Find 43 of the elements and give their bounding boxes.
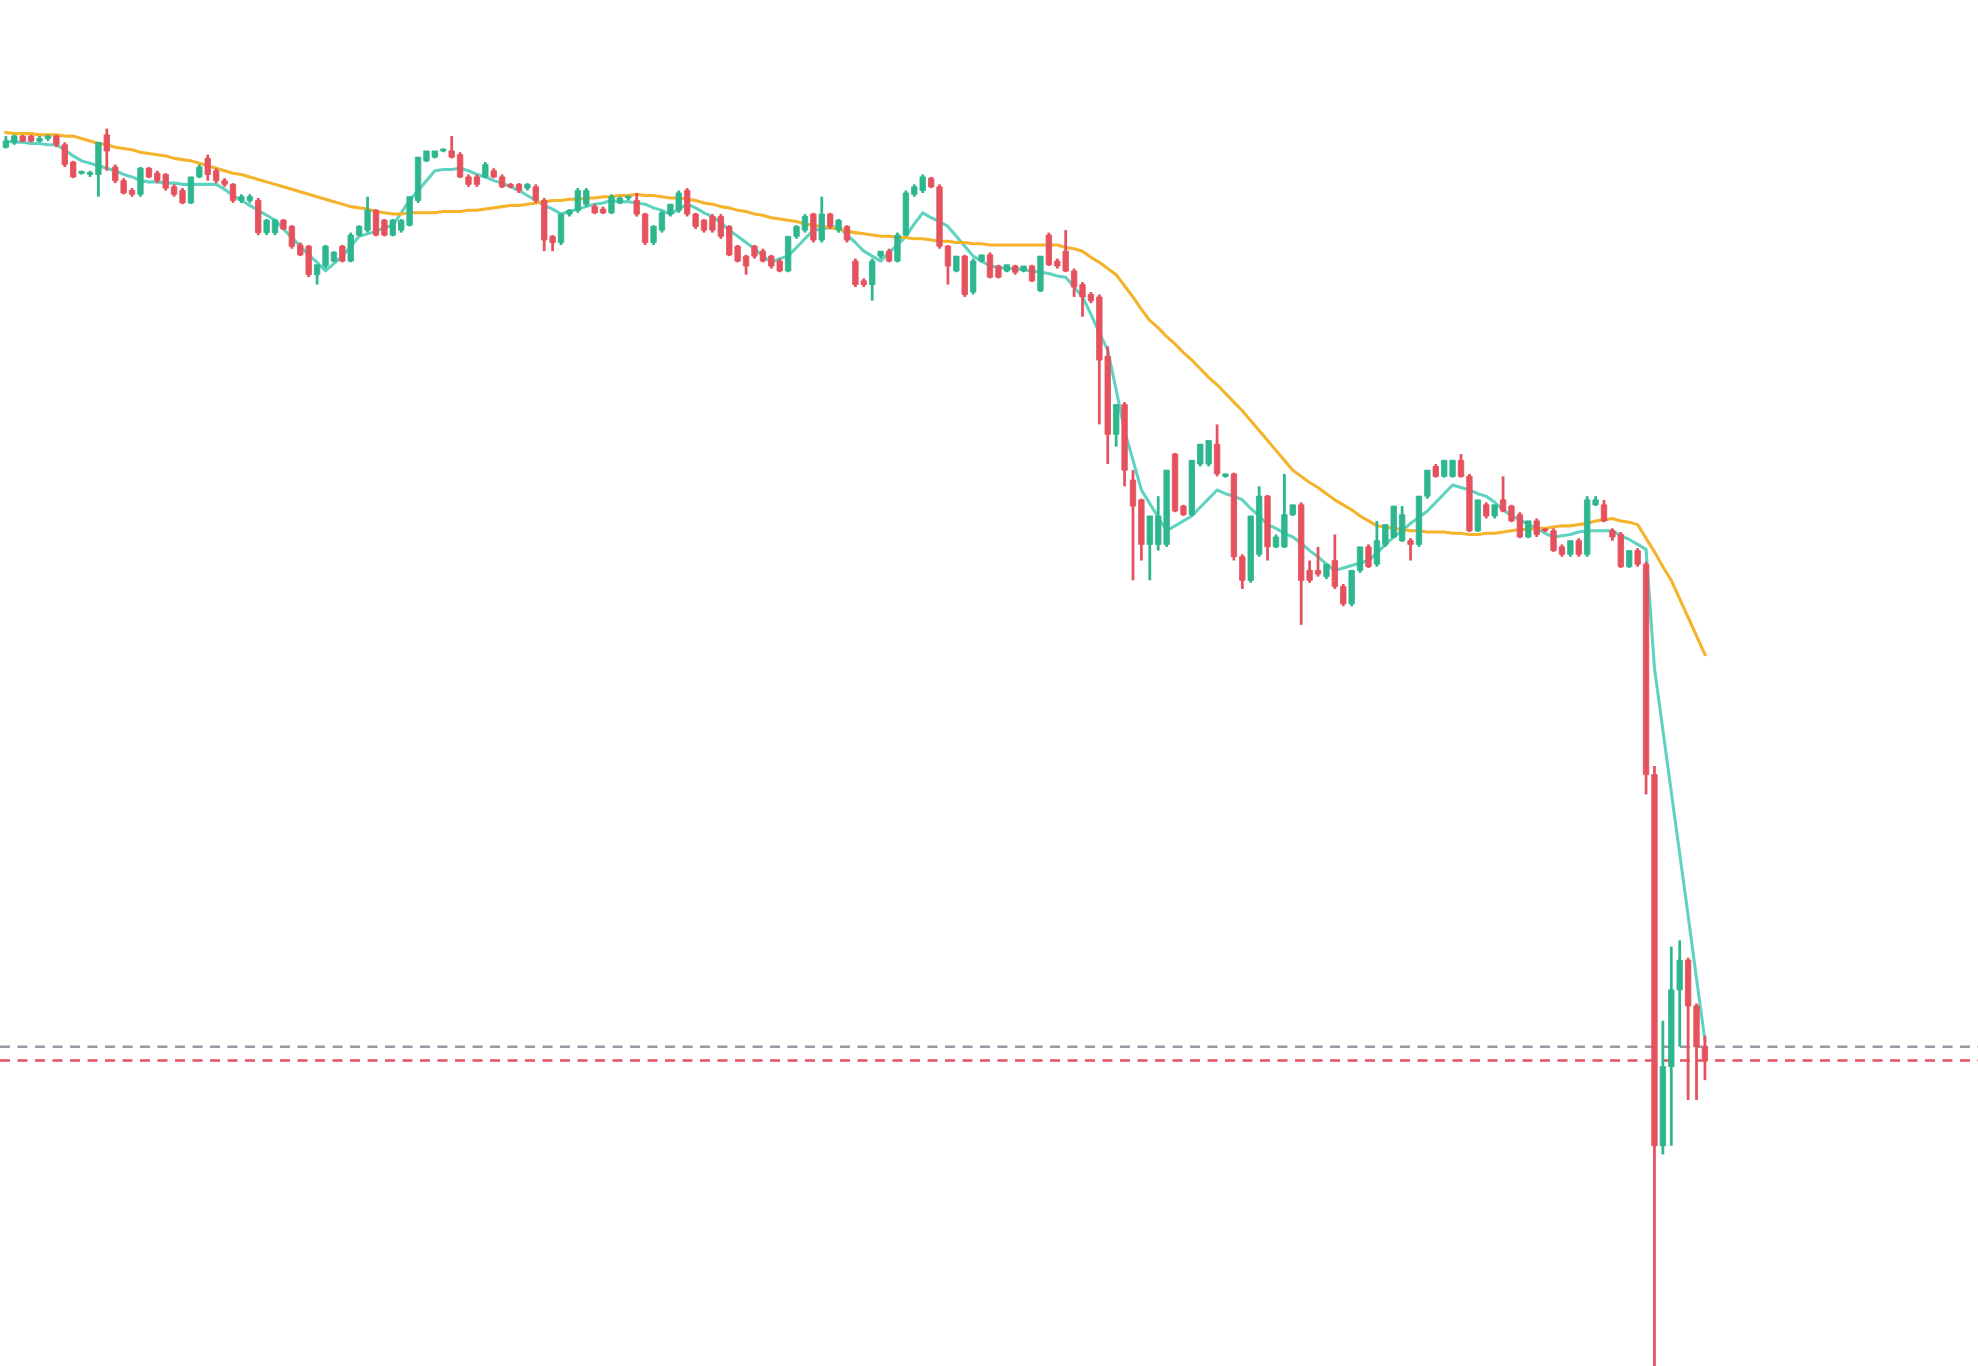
candlestick: [1474, 498, 1481, 534]
candlestick: [919, 173, 926, 195]
candlestick: [810, 211, 817, 244]
candlestick: [961, 253, 968, 299]
candlestick: [364, 195, 371, 235]
candlestick: [1213, 423, 1221, 478]
candlestick: [709, 212, 716, 235]
candlestick: [869, 257, 876, 303]
candlestick: [103, 127, 110, 173]
candlestick: [1205, 439, 1212, 468]
candlestick: [1617, 530, 1624, 570]
candlestick: [372, 207, 380, 238]
candlestick: [1575, 536, 1582, 559]
candlestick: [986, 251, 994, 280]
candlestick: [1373, 519, 1381, 569]
candlestick: [1129, 468, 1137, 582]
candlestick: [970, 257, 977, 296]
candlestick: [1281, 472, 1288, 550]
candlestick: [229, 181, 237, 205]
candlestick: [1314, 545, 1322, 578]
candlestick: [658, 208, 666, 235]
candlestick: [305, 243, 312, 279]
candlestick: [1407, 536, 1414, 562]
candlestick: [288, 223, 296, 251]
candlestick: [1365, 543, 1372, 570]
candlestick: [557, 212, 565, 247]
candlestick: [1045, 231, 1053, 268]
candlestick: [456, 150, 464, 180]
candlestick: [818, 195, 825, 244]
candlestick: [1550, 526, 1557, 554]
candlestick: [1499, 474, 1507, 514]
candlestick: [1037, 254, 1044, 294]
candlestick: [1398, 504, 1406, 544]
candlestick: [1113, 403, 1120, 449]
candlestick: [608, 192, 615, 216]
candlestick: [322, 243, 329, 270]
candlestick: [255, 196, 262, 237]
candlestick: [675, 189, 682, 215]
candlestick: [801, 212, 809, 235]
candlestick: [1516, 510, 1524, 540]
candlestick: [137, 165, 144, 199]
candlestick: [95, 140, 102, 199]
candlestick: [852, 257, 859, 289]
